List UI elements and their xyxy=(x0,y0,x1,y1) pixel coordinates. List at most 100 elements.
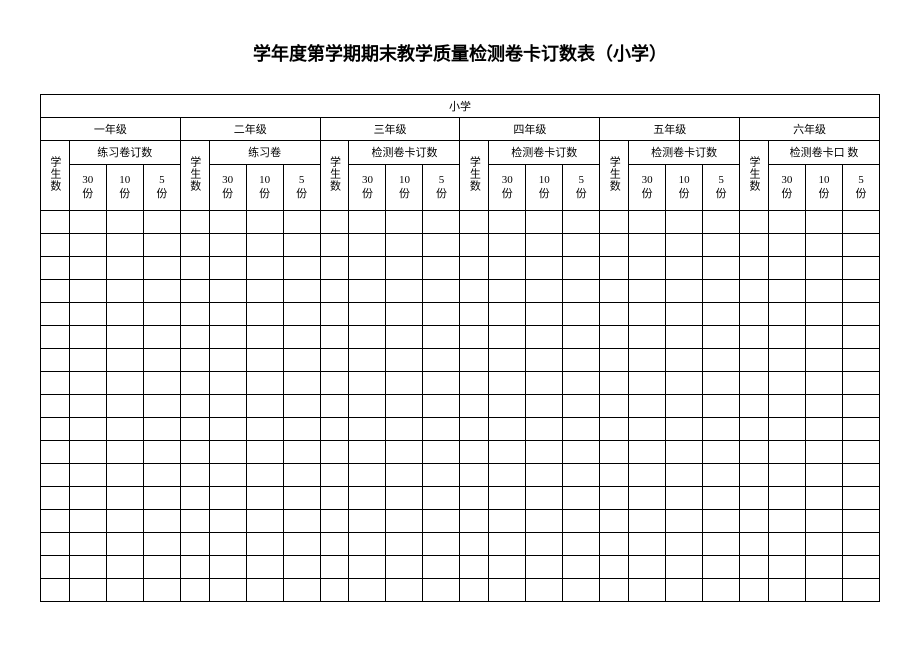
table-cell xyxy=(600,510,629,533)
table-cell xyxy=(460,234,489,257)
table-cell xyxy=(423,372,460,395)
table-cell xyxy=(423,533,460,556)
qty-header-5-2: 5份 xyxy=(842,164,879,210)
table-cell xyxy=(740,257,769,280)
table-cell xyxy=(69,280,106,303)
table-cell xyxy=(600,487,629,510)
table-cell xyxy=(143,303,180,326)
table-cell xyxy=(666,418,703,441)
table-cell xyxy=(246,441,283,464)
table-cell xyxy=(768,510,805,533)
qty-header-1-2: 5份 xyxy=(283,164,320,210)
table-cell xyxy=(629,280,666,303)
table-cell xyxy=(180,487,209,510)
table-row xyxy=(41,372,880,395)
table-cell xyxy=(209,533,246,556)
table-cell xyxy=(460,533,489,556)
table-cell xyxy=(246,280,283,303)
table-row xyxy=(41,556,880,579)
sub-header-2: 检测卷卡订数 xyxy=(349,141,460,165)
table-cell xyxy=(666,510,703,533)
table-cell xyxy=(423,303,460,326)
table-cell xyxy=(320,211,349,234)
table-cell xyxy=(386,234,423,257)
qty-header-3-2: 5份 xyxy=(563,164,600,210)
table-cell xyxy=(69,579,106,602)
table-cell xyxy=(526,326,563,349)
table-cell xyxy=(423,395,460,418)
table-cell xyxy=(842,418,879,441)
table-cell xyxy=(386,510,423,533)
table-cell xyxy=(283,464,320,487)
table-cell xyxy=(563,441,600,464)
table-cell xyxy=(423,349,460,372)
table-cell xyxy=(423,257,460,280)
table-cell xyxy=(320,280,349,303)
table-cell xyxy=(629,441,666,464)
table-cell xyxy=(768,533,805,556)
table-cell xyxy=(209,418,246,441)
qty-header-3-0: 30份 xyxy=(489,164,526,210)
table-cell xyxy=(460,280,489,303)
table-cell xyxy=(666,326,703,349)
table-cell xyxy=(666,280,703,303)
table-cell xyxy=(180,510,209,533)
table-cell xyxy=(526,579,563,602)
table-cell xyxy=(180,556,209,579)
table-cell xyxy=(283,349,320,372)
table-cell xyxy=(320,487,349,510)
table-cell xyxy=(489,556,526,579)
table-cell xyxy=(666,372,703,395)
table-cell xyxy=(600,326,629,349)
table-cell xyxy=(489,326,526,349)
table-cell xyxy=(703,349,740,372)
student-count-header-4: 学生数 xyxy=(600,141,629,211)
table-cell xyxy=(768,349,805,372)
table-cell xyxy=(143,280,180,303)
table-cell xyxy=(703,234,740,257)
table-cell xyxy=(349,349,386,372)
table-cell xyxy=(600,349,629,372)
table-cell xyxy=(740,579,769,602)
table-cell xyxy=(143,418,180,441)
table-cell xyxy=(805,372,842,395)
table-cell xyxy=(666,464,703,487)
table-cell xyxy=(349,257,386,280)
table-cell xyxy=(526,257,563,280)
table-cell xyxy=(526,556,563,579)
table-cell xyxy=(41,349,70,372)
table-cell xyxy=(563,395,600,418)
table-cell xyxy=(180,280,209,303)
table-cell xyxy=(283,326,320,349)
table-cell xyxy=(349,579,386,602)
table-row xyxy=(41,441,880,464)
table-cell xyxy=(666,211,703,234)
table-row xyxy=(41,464,880,487)
table-cell xyxy=(526,487,563,510)
table-cell xyxy=(629,303,666,326)
table-cell xyxy=(805,464,842,487)
table-cell xyxy=(629,395,666,418)
table-cell xyxy=(629,579,666,602)
table-cell xyxy=(246,234,283,257)
table-cell xyxy=(740,349,769,372)
table-cell xyxy=(69,533,106,556)
table-cell xyxy=(489,372,526,395)
table-cell xyxy=(246,349,283,372)
table-cell xyxy=(740,556,769,579)
table-cell xyxy=(246,303,283,326)
table-cell xyxy=(143,372,180,395)
table-cell xyxy=(526,464,563,487)
table-cell xyxy=(768,372,805,395)
table-cell xyxy=(805,487,842,510)
table-cell xyxy=(740,303,769,326)
table-cell xyxy=(246,257,283,280)
table-cell xyxy=(209,211,246,234)
table-cell xyxy=(143,533,180,556)
table-cell xyxy=(666,487,703,510)
table-cell xyxy=(666,579,703,602)
table-cell xyxy=(805,234,842,257)
table-cell xyxy=(349,441,386,464)
table-cell xyxy=(489,579,526,602)
table-cell xyxy=(666,556,703,579)
